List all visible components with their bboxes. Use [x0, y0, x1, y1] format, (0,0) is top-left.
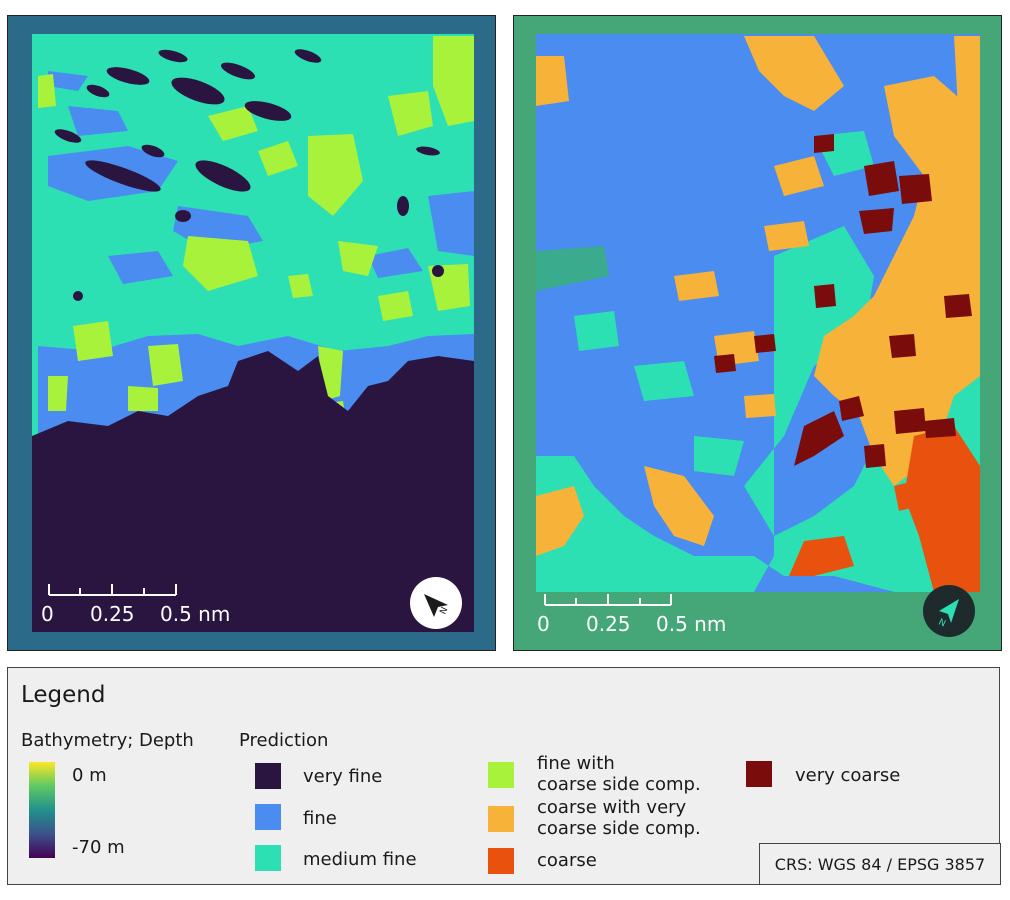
scalebar-tick-0: 0 — [537, 612, 550, 636]
depth-min-label: -70 m — [72, 837, 125, 858]
left-map-panel[interactable]: 0 0.25 0.5 nm N — [7, 15, 496, 651]
label-fine-with-coarse: fine with coarse side comp. — [537, 753, 701, 795]
coarse-patches — [789, 426, 980, 592]
very-fine-streaks — [54, 49, 444, 301]
left-map-canvas — [32, 34, 474, 632]
label-coarse: coarse — [537, 850, 597, 871]
prediction-title: Prediction — [239, 730, 329, 751]
depth-color-ramp — [29, 762, 55, 858]
scalebar-tick-025: 0.25 — [586, 612, 631, 636]
legend-title: Legend — [21, 682, 106, 708]
scalebar-tick-05: 0.5 nm — [160, 602, 231, 626]
right-map-panel[interactable]: 0 0.25 0.5 nm N — [513, 15, 1002, 651]
swatch-coarse — [488, 848, 514, 874]
svg-text:N: N — [438, 606, 450, 616]
north-arrow-icon: N — [410, 577, 462, 629]
label-very-coarse: very coarse — [795, 765, 901, 786]
coarse-with-very-coarse-patches — [536, 36, 980, 556]
scalebar-tick-0: 0 — [41, 602, 54, 626]
crs-box: CRS: WGS 84 / EPSG 3857 — [759, 843, 1001, 885]
right-scalebar — [544, 594, 672, 606]
label-coarse-with-very-coarse: coarse with very coarse side comp. — [537, 797, 701, 839]
scalebar-tick-05: 0.5 nm — [656, 612, 727, 636]
bathymetry-title: Bathymetry; Depth — [21, 730, 194, 751]
left-scalebar — [48, 584, 177, 596]
label-very-fine: very fine — [303, 766, 383, 787]
depth-max-label: 0 m — [72, 765, 107, 786]
north-arrow-icon: N — [923, 585, 975, 637]
swatch-coarse-with-very-coarse — [488, 806, 514, 832]
swatch-medium-fine — [255, 845, 281, 871]
swatch-very-coarse — [746, 761, 772, 787]
very-coarse-patches — [714, 134, 972, 468]
right-map-canvas — [536, 34, 980, 606]
legend-panel: Legend Bathymetry; Depth 0 m -70 m Predi… — [7, 667, 1001, 885]
very-fine-area — [32, 351, 474, 632]
scalebar-tick-025: 0.25 — [90, 602, 135, 626]
svg-text:N: N — [937, 618, 947, 630]
crs-label: CRS: WGS 84 / EPSG 3857 — [774, 854, 986, 874]
swatch-fine — [255, 804, 281, 830]
label-medium-fine: medium fine — [303, 849, 417, 870]
swatch-very-fine — [255, 763, 281, 789]
swatch-fine-with-coarse — [488, 762, 514, 788]
label-fine: fine — [303, 808, 337, 829]
